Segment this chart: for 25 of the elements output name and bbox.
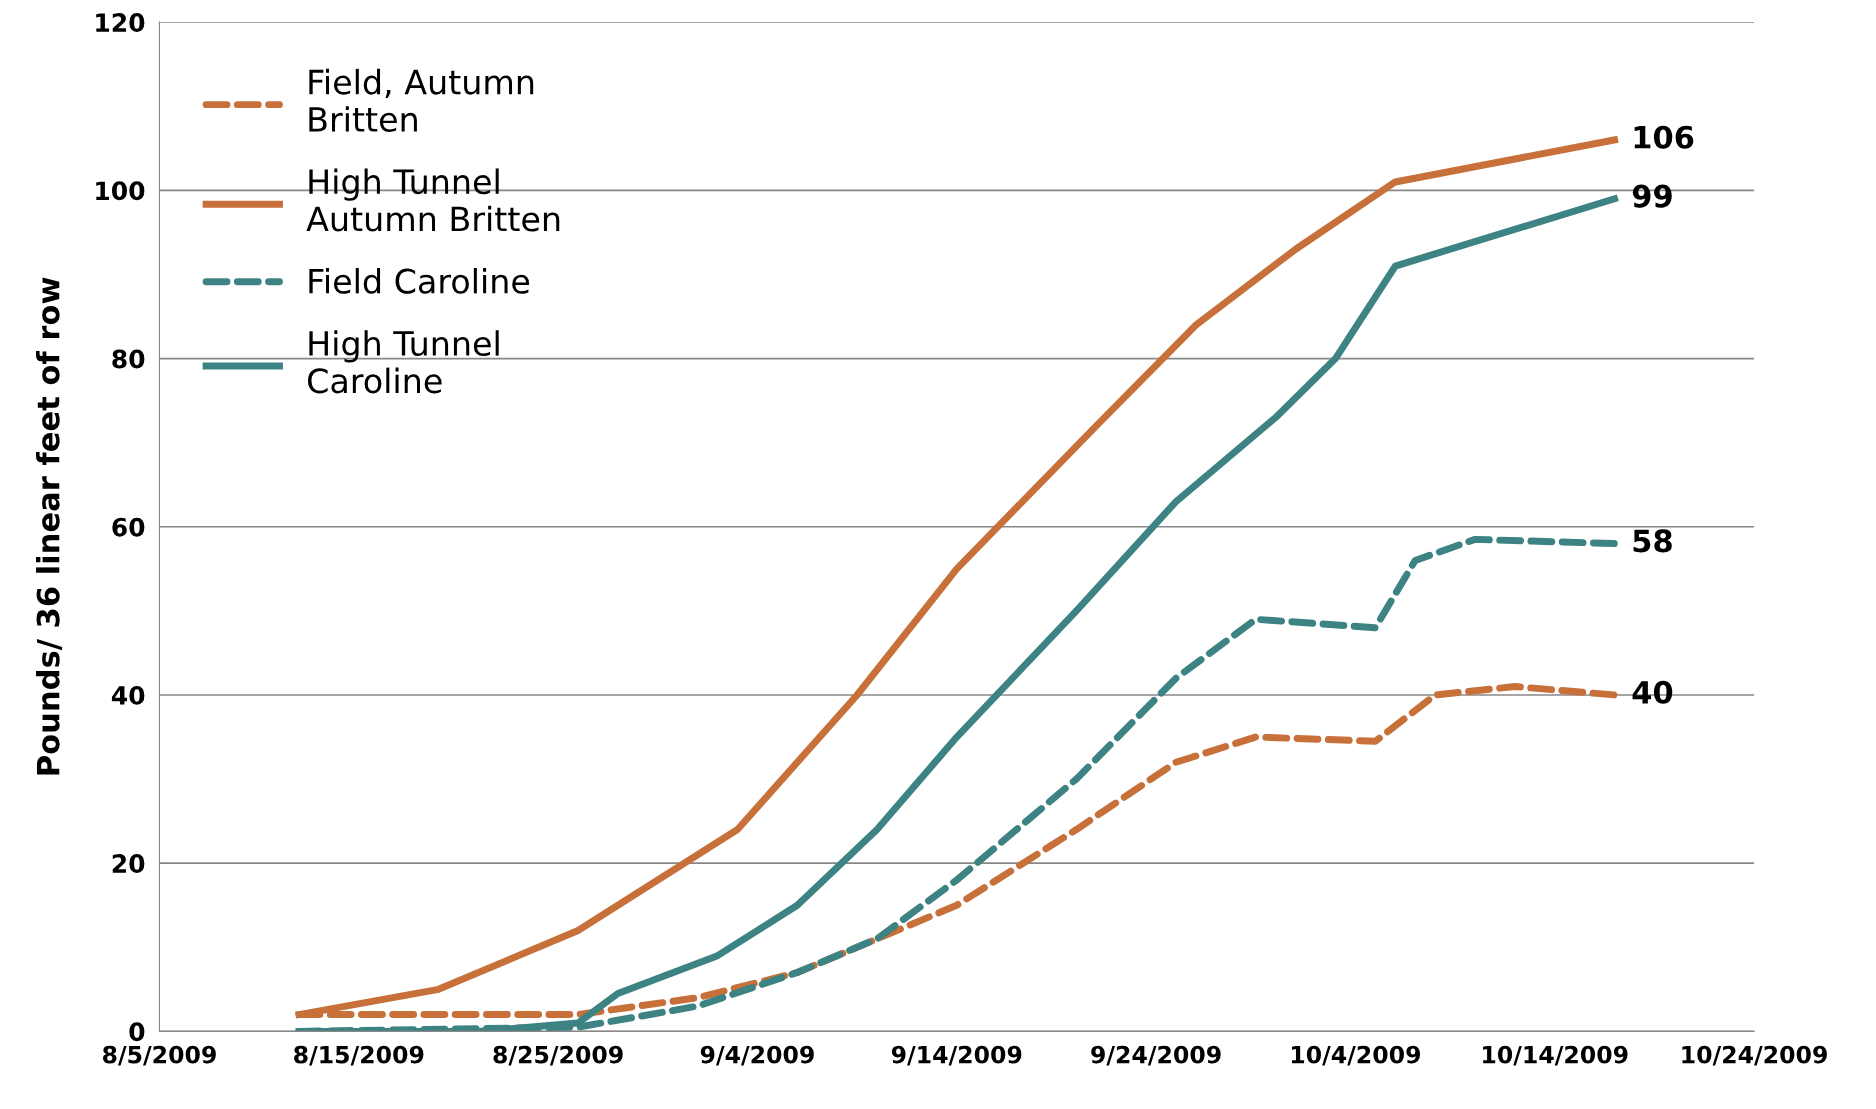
x-tick-label: 10/14/2009 xyxy=(1483,1045,1628,1066)
x-tick-label: 8/5/2009 xyxy=(102,1045,216,1066)
y-tick-label: 0 xyxy=(129,1022,145,1042)
y-axis-title: Pounds/ 36 linear feet of row xyxy=(36,277,63,775)
legend-label: Field Caroline xyxy=(309,268,530,294)
y-tick-label: 60 xyxy=(112,517,145,537)
y-tick-label: 100 xyxy=(96,181,145,201)
legend-label: Field, Autumn Britten xyxy=(309,68,534,132)
x-tick-label: 10/24/2009 xyxy=(1682,1045,1827,1066)
annotation: 58 xyxy=(1633,529,1672,553)
y-tick-label: 120 xyxy=(96,13,145,33)
x-tick-label: 8/25/2009 xyxy=(493,1045,623,1066)
x-tick-label: 9/4/2009 xyxy=(700,1045,814,1066)
x-tick-label: 9/14/2009 xyxy=(891,1045,1022,1066)
legend-label: High Tunnel Caroline xyxy=(308,330,499,394)
annotation: 99 xyxy=(1632,184,1672,208)
annotation: 106 xyxy=(1634,125,1694,149)
x-tick-label: 9/24/2009 xyxy=(1091,1045,1221,1066)
legend-label: High Tunnel Autumn Britten xyxy=(306,168,560,232)
x-tick-label: 10/4/2009 xyxy=(1291,1045,1421,1066)
annotation: 40 xyxy=(1632,680,1673,704)
y-tick-label: 80 xyxy=(112,349,145,369)
y-tick-label: 40 xyxy=(111,685,145,705)
y-tick-label: 20 xyxy=(112,854,145,874)
x-tick-label: 8/15/2009 xyxy=(294,1045,424,1066)
